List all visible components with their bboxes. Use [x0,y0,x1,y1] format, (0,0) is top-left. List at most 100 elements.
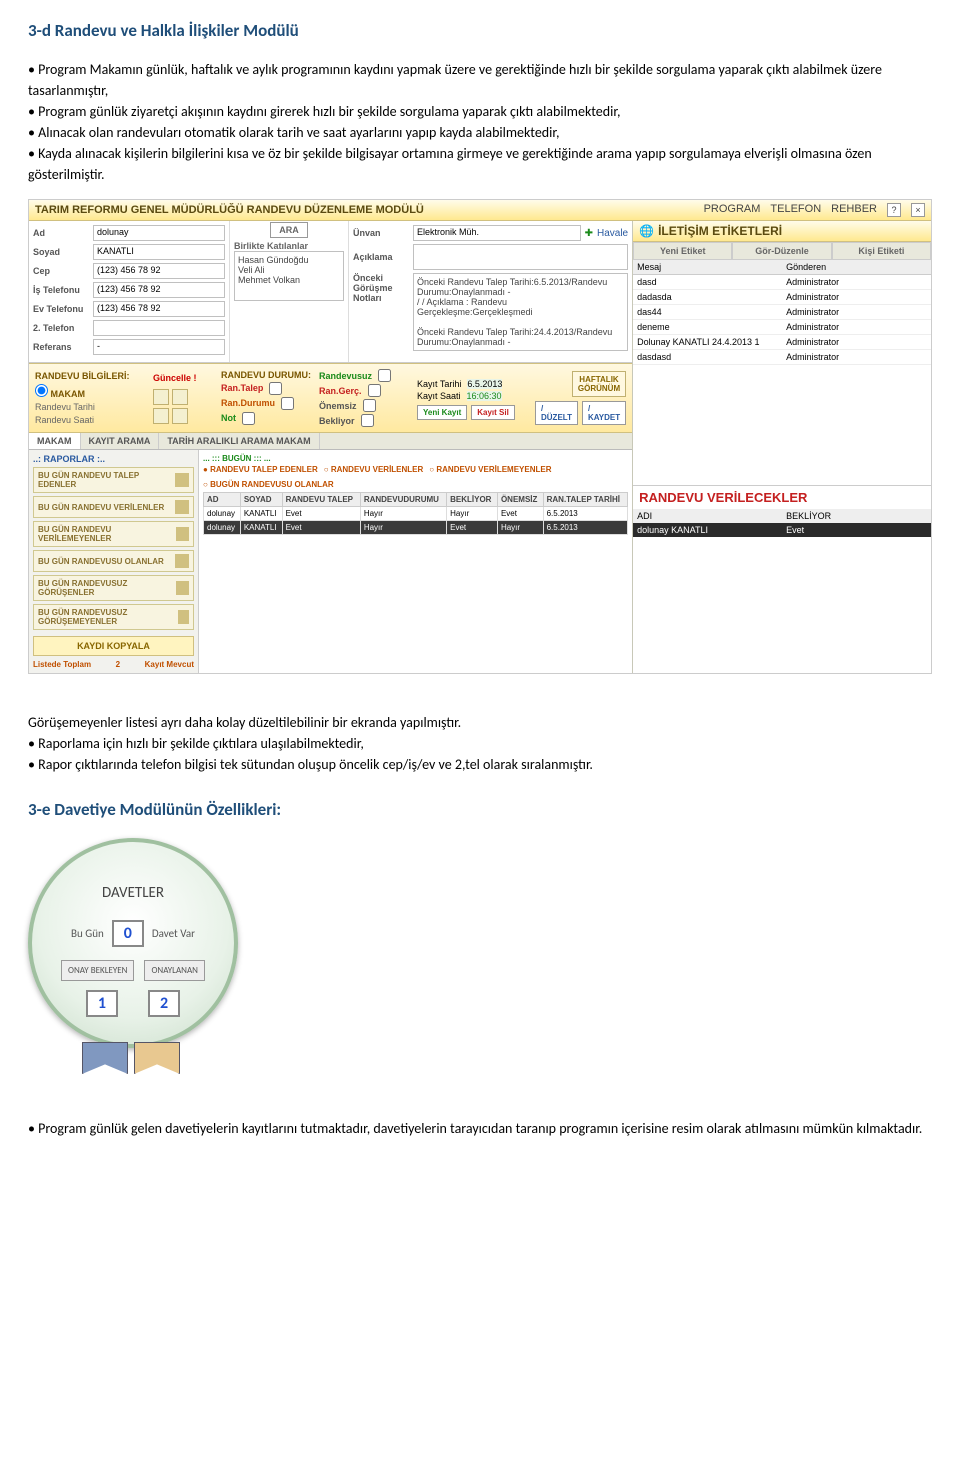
reports-head: ..: RAPORLAR :.. [33,454,194,464]
field-ev[interactable]: (123) 456 78 92 [93,301,225,317]
chk-randevusuz[interactable] [378,369,391,382]
lbl-ev: Ev Telefonu [33,304,93,314]
iletisim-header: 🌐İLETİŞİM ETİKETLERİ [633,221,931,242]
field-unvan[interactable]: Elektronik Müh. [413,225,581,241]
makam-label: MAKAM [51,389,86,399]
section-3d-body: • Program Makamın günlük, haftalık ve ay… [28,59,932,185]
app-titlebar: TARIM REFORMU GENEL MÜDÜRLÜĞÜ RANDEVU DÜ… [29,200,931,221]
menu-program[interactable]: PROGRAM [704,203,761,217]
etiket-row[interactable]: dasdAdministrator [633,275,931,290]
field-aciklama[interactable] [413,244,628,270]
rsaati-label: Randevu Saati [35,415,145,425]
etiket-row[interactable]: das44Administrator [633,305,931,320]
add-icon[interactable]: ✚ [585,228,593,239]
tab-tarih-aralik[interactable]: TARİH ARALIKLI ARAMA MAKAM [159,433,319,449]
menu-rehber[interactable]: REHBER [831,203,877,217]
kaydi-kopyala-button[interactable]: KAYDI KOPYALA [33,636,194,656]
report-btn[interactable]: BU GÜN RANDEVUSUZ GÖRÜŞENLER [33,575,194,601]
davet-count-badge: 0 [112,920,144,947]
th-tarih: RAN.TALEP TARİHİ [543,493,628,507]
status-rangerc: Ran.Gerç. [319,386,362,396]
table-row[interactable]: dolunayKANATLIEvetHayırEvetHayır6.5.2013 [204,521,628,535]
report-btn[interactable]: BU GÜN RANDEVU VERİLENLER [33,496,194,518]
kayit-saati-lbl: Kayıt Saati [417,391,461,401]
help-icon[interactable]: ? [887,203,901,217]
yeni-kayit-button[interactable]: Yeni Kayıt [417,405,467,420]
field-ref[interactable]: - [93,339,225,355]
report-btn[interactable]: BU GÜN RANDEVUSU OLANLAR [33,550,194,572]
hour-icon[interactable] [153,408,169,424]
nav-prev-icon[interactable] [153,389,169,405]
para2: Görüşemeyenler listesi ayrı daha kolay d… [28,712,932,775]
report-btn[interactable]: BU GÜN RANDEVU TALEP EDENLER [33,467,194,493]
lbl-onceki: Önceki Görüşme Notları [353,273,413,303]
etiket-list: MesajGönderen dasdAdministrator dadasdaA… [633,260,931,365]
chk-onemsiz[interactable] [363,399,376,412]
guncelle-button[interactable]: Güncelle ! [153,373,213,383]
onay-bekleyen-button[interactable]: ONAY BEKLEYEN [61,960,134,981]
makam-radio[interactable] [35,384,48,397]
haftalik-gorunum[interactable]: HAFTALIK GÖRÜNÜM [572,371,626,397]
section-3d-title: 3-d Randevu ve Halkla İlişkiler Modülü [28,20,932,41]
chk-bekliyor[interactable] [361,414,374,427]
kayit-sil-button[interactable]: Kayıt Sil [471,405,515,420]
etiket-row[interactable]: dasdasdAdministrator [633,350,931,365]
tab-gor-duzenle[interactable]: Gör-Düzenle [732,242,831,260]
report-btn[interactable]: BU GÜN RANDEVU VERİLEMEYENLER [33,521,194,547]
status-randurumu: Ran.Durumu [221,398,275,408]
status-bekliyor: Bekliyor [319,416,355,426]
etiket-row[interactable]: Dolunay KANATLI 24.4.2013 1Administrator [633,335,931,350]
field-ad[interactable]: dolunay [93,225,225,241]
rdurumu-label: RANDEVU DURUMU: [221,370,311,380]
para3: • Program günlük gelen davetiyelerin kay… [28,1118,932,1139]
envelope-open-icon[interactable] [134,1042,180,1074]
lbl-tel2: 2. Telefon [33,323,93,333]
field-soyad[interactable]: KANATLI [93,244,225,260]
chk-rantalep[interactable] [269,382,282,395]
search-button[interactable]: ARA [270,222,308,238]
report-icon [175,473,189,487]
onceki-notlar: Önceki Randevu Talep Tarihi:6.5.2013/Ran… [413,273,628,351]
report-btn[interactable]: BU GÜN RANDEVUSUZ GÖRÜŞEMEYENLER [33,604,194,630]
davet-var-lbl: Davet Var [152,927,195,940]
tab-makam[interactable]: MAKAM [29,433,81,449]
radio-verilen[interactable]: ○ RANDEVU VERİLENLER [324,465,424,474]
report-icon [178,610,189,624]
menu-telefon[interactable]: TELEFON [770,203,821,217]
table-row[interactable]: dolunayKANATLIEvetHayırHayırEvet6.5.2013 [204,507,628,521]
radio-verilemeyen[interactable]: ○ RANDEVU VERİLEMEYENLER [429,465,551,474]
katilanlar-list: Hasan Gündoğdu Veli Ali Mehmet Volkan [234,251,344,301]
havale-link[interactable]: Havale [597,228,628,239]
radio-talep[interactable]: ● RANDEVU TALEP EDENLER [203,465,318,474]
field-tel2[interactable] [93,320,225,336]
min-icon[interactable] [172,408,188,424]
davet-widget: DAVETLER Bu Gün 0 Davet Var ONAY BEKLEYE… [28,838,258,1098]
main-menu: PROGRAM TELEFON REHBER ? × [704,203,925,217]
etiket-row[interactable]: denemeAdministrator [633,320,931,335]
lbl-cep: Cep [33,266,93,276]
tab-kisi-etiketi[interactable]: Kişi Etiketi [832,242,931,260]
chk-randurumu[interactable] [281,397,294,410]
kayit-tarihi-lbl: Kayıt Tarihi [417,379,461,389]
tab-kayit-arama[interactable]: KAYIT ARAMA [81,433,160,449]
field-cep[interactable]: (123) 456 78 92 [93,263,225,279]
section-3e-title: 3-e Davetiye Modülünün Özellikleri: [28,799,932,820]
rv-col-bekliyor: BEKLİYOR [782,509,931,523]
tab-yeni-etiket[interactable]: Yeni Etiket [633,242,732,260]
kaydet-button[interactable]: / KAYDET [582,401,626,425]
chk-not[interactable] [242,412,255,425]
globe-icon: 🌐 [639,224,654,238]
rv-row[interactable]: dolunay KANATLIEvet [633,523,931,537]
chk-rangerc[interactable] [368,384,381,397]
nav-next-icon[interactable] [172,389,188,405]
onaylanan-button[interactable]: ONAYLANAN [144,960,205,981]
katilan-item: Mehmet Volkan [238,275,340,285]
envelope-closed-icon[interactable] [82,1042,128,1074]
close-icon[interactable]: × [911,203,925,217]
etiket-row[interactable]: dadasdaAdministrator [633,290,931,305]
onaylanan-count: 2 [148,990,180,1017]
field-is[interactable]: (123) 456 78 92 [93,282,225,298]
radio-olanlar[interactable]: ○ BUGÜN RANDEVUSU OLANLAR [203,480,334,489]
app-screenshot: TARIM REFORMU GENEL MÜDÜRLÜĞÜ RANDEVU DÜ… [28,199,932,674]
duzelt-button[interactable]: / DÜZELT [535,401,578,425]
